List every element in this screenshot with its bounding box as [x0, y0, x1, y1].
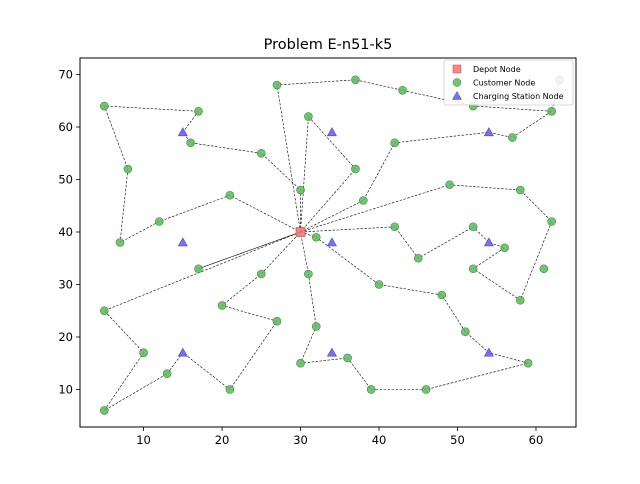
depot-node: [295, 227, 306, 237]
customer-node: [296, 358, 305, 368]
x-tick-label: 40: [372, 433, 387, 447]
legend-label: Customer Node: [473, 79, 535, 88]
charging-station-node: [177, 237, 188, 247]
customer-node: [115, 238, 125, 247]
charging-station-node: [483, 127, 494, 137]
customer-node: [445, 180, 454, 190]
axes-layer: 10 20 30 40 50 60 10 20 30 40 50 60 70: [58, 68, 543, 447]
customer-node: [547, 217, 556, 226]
customer-node: [304, 112, 313, 121]
route-line: [103, 231, 301, 411]
customer-node: [500, 243, 509, 253]
customer-node: [523, 358, 533, 368]
x-tick-label: 20: [215, 433, 230, 447]
charging-station-node: [177, 127, 188, 137]
y-tick-label: 60: [58, 120, 73, 134]
y-tick-label: 20: [58, 330, 73, 344]
customer-node: [225, 190, 235, 200]
customer-node: [390, 138, 400, 148]
route-line: [300, 231, 530, 390]
customer-node: [515, 295, 525, 305]
route-line: [103, 105, 301, 244]
customer-node: [311, 232, 321, 242]
customer-node: [515, 185, 525, 195]
markers-layer: [100, 75, 564, 415]
route-line: [300, 184, 553, 301]
y-tick-label: 30: [58, 277, 73, 291]
customer-node: [186, 138, 195, 148]
customer-node: [374, 280, 384, 289]
customer-node: [398, 85, 407, 95]
legend-label: Depot Node: [473, 65, 521, 74]
route-line: [300, 115, 356, 233]
customer-node: [272, 80, 282, 90]
legend-box: [443, 59, 574, 106]
charging-station-node: [483, 237, 494, 247]
legend: Depot Node Customer Node Charging Station …: [443, 59, 574, 106]
customer-node: [100, 101, 109, 111]
legend-customer-marker: [452, 78, 462, 87]
customer-node: [123, 164, 133, 174]
x-tick-label: 60: [529, 433, 544, 447]
customer-node: [256, 148, 266, 158]
customer-node: [162, 369, 172, 379]
customer-node: [390, 222, 400, 232]
customer-node: [359, 196, 368, 205]
customer-node: [413, 253, 423, 263]
customer-node: [508, 133, 517, 142]
plot-frame: [79, 57, 577, 428]
customer-node: [100, 306, 109, 316]
customer-node: [272, 316, 282, 326]
customer-node: [304, 269, 313, 279]
customer-node: [139, 348, 148, 358]
y-tick-label: 50: [58, 173, 73, 187]
customer-node: [296, 185, 305, 195]
chart-title: Problem E-n51-k5: [264, 37, 393, 53]
x-tick-label: 50: [450, 433, 465, 447]
charging-station-node: [326, 347, 337, 357]
x-tick-label: 30: [293, 433, 308, 447]
y-tick-label: 70: [58, 68, 73, 82]
customer-node: [468, 264, 478, 274]
customer-node: [343, 353, 352, 363]
customer-node: [421, 385, 431, 394]
customer-node: [154, 217, 164, 226]
customer-node: [100, 406, 109, 415]
customer-node: [468, 222, 478, 232]
customer-node: [351, 75, 360, 85]
customer-node: [256, 269, 266, 279]
charging-station-node: [177, 347, 188, 357]
legend-label: Charging Station Node: [473, 92, 564, 101]
customer-node: [366, 385, 376, 394]
customer-node: [547, 106, 556, 116]
customer-node: [194, 264, 203, 274]
charging-station-node: [483, 347, 494, 357]
customer-node: [437, 290, 447, 300]
charging-station-node: [326, 237, 337, 247]
legend-depot-marker: [452, 64, 462, 74]
customer-node: [351, 164, 360, 174]
customer-node: [217, 301, 227, 310]
legend-charging-marker: [452, 90, 462, 100]
route-line: [198, 231, 301, 269]
customer-node: [539, 264, 549, 274]
x-tick-label: 10: [136, 433, 151, 447]
customer-node: [311, 322, 321, 331]
y-tick-label: 40: [58, 225, 73, 239]
charging-station-node: [326, 127, 337, 137]
customer-node: [194, 106, 203, 116]
customer-node: [461, 327, 470, 337]
y-tick-label: 10: [58, 382, 73, 396]
customer-node: [225, 385, 235, 394]
